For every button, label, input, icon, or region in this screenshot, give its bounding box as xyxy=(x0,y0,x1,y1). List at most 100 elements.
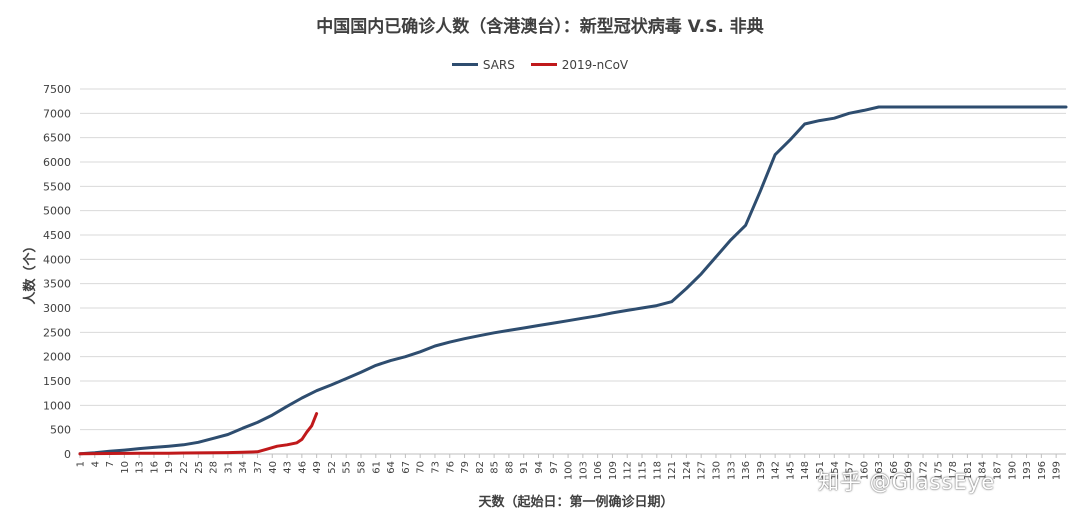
x-tick-label: 61 xyxy=(371,461,382,474)
legend-item-sars: SARS xyxy=(451,57,515,72)
y-tick-label: 1000 xyxy=(43,399,71,412)
x-tick-label: 82 xyxy=(475,461,486,474)
watermark: 知乎 @GlassEye xyxy=(818,470,996,494)
y-tick-label: 7000 xyxy=(43,107,71,120)
y-axis-ticks: 0 500 1000 1500 2000 2500 3000 3500 4000 4500 5000… xyxy=(43,83,71,461)
x-tick-label: 40 xyxy=(268,461,279,474)
y-tick-label: 2500 xyxy=(43,326,71,339)
x-tick-label: 49 xyxy=(312,461,323,474)
x-tick-label: 100 xyxy=(564,461,575,480)
x-tick-label: 124 xyxy=(682,461,693,480)
x-tick-label: 103 xyxy=(578,461,589,480)
x-tick-label: 157 xyxy=(845,461,856,480)
x-tick-label: 52 xyxy=(327,461,338,474)
x-tick-label: 94 xyxy=(534,461,545,474)
chart-legend: SARS 2019-nCoV xyxy=(0,55,1080,72)
y-tick-label: 2000 xyxy=(43,351,71,364)
y-tick-label: 0 xyxy=(64,448,71,461)
x-tick-label: 79 xyxy=(460,461,471,474)
legend-swatch-sars xyxy=(451,63,478,66)
x-tick-label: 22 xyxy=(179,461,190,474)
x-tick-label: 136 xyxy=(741,461,752,480)
x-tick-label: 58 xyxy=(357,461,368,474)
x-tick-label: 190 xyxy=(1007,461,1018,480)
legend-label-sars: SARS xyxy=(482,57,515,72)
x-tick-label: 115 xyxy=(638,461,649,480)
x-tick-label: 109 xyxy=(608,461,619,480)
x-tick-label: 70 xyxy=(416,461,427,474)
x-tick-label: 25 xyxy=(194,461,205,474)
x-tick-label: 34 xyxy=(238,461,249,474)
y-tick-label: 1500 xyxy=(43,375,71,388)
x-tick-label: 148 xyxy=(800,461,811,480)
x-tick-label: 55 xyxy=(342,461,353,474)
x-tick-label: 97 xyxy=(549,461,560,474)
x-tick-label: 46 xyxy=(297,461,308,474)
x-tick-label: 163 xyxy=(874,461,885,480)
x-tick-label: 4 xyxy=(90,461,101,467)
x-tick-label: 13 xyxy=(135,461,146,474)
x-tick-label: 172 xyxy=(919,461,930,480)
legend-label-ncov: 2019-nCoV xyxy=(561,57,629,72)
x-tick-label: 151 xyxy=(815,461,826,480)
x-axis-label: 天数（起始日：第一例确诊日期） xyxy=(478,494,673,510)
legend-item-ncov: 2019-nCoV xyxy=(530,57,629,72)
x-tick-label: 175 xyxy=(933,461,944,480)
x-tick-label: 178 xyxy=(948,461,959,480)
x-tick-label: 43 xyxy=(283,461,294,474)
x-tick-label: 133 xyxy=(726,461,737,480)
x-tick-label: 139 xyxy=(756,461,767,480)
y-tick-label: 7500 xyxy=(43,83,71,96)
y-tick-label: 4000 xyxy=(43,253,71,266)
y-tick-label: 4500 xyxy=(43,229,71,242)
y-tick-label: 6500 xyxy=(43,132,71,145)
series-layer xyxy=(78,105,1068,456)
x-tick-label: 76 xyxy=(445,461,456,474)
x-tick-label: 181 xyxy=(963,461,974,480)
x-tick-label: 199 xyxy=(1052,461,1063,480)
y-tick-label: 3500 xyxy=(43,278,71,291)
x-tick-label: 88 xyxy=(504,461,515,474)
x-tick-label: 10 xyxy=(120,461,131,474)
series-line-ncov xyxy=(78,412,319,456)
y-tick-label: 6000 xyxy=(43,156,71,169)
y-tick-label: 5000 xyxy=(43,205,71,218)
x-tick-label: 1 xyxy=(76,461,87,467)
x-tick-label: 121 xyxy=(667,461,678,480)
x-tick-label: 193 xyxy=(1022,461,1033,480)
x-tick-label: 187 xyxy=(992,461,1003,480)
x-tick-label: 196 xyxy=(1037,461,1048,480)
x-tick-label: 31 xyxy=(223,461,234,474)
x-tick-label: 67 xyxy=(401,461,412,474)
x-axis-ticks: 1 4 7 10 13 16 19 22 25 28 31 34 37 40 43 46 49 52 55 58 61 6… xyxy=(76,454,1063,480)
x-tick-label: 37 xyxy=(253,461,264,474)
x-tick-label: 16 xyxy=(149,461,160,474)
x-tick-label: 64 xyxy=(386,461,397,474)
x-tick-label: 73 xyxy=(430,461,441,474)
legend-swatch-ncov xyxy=(530,63,557,66)
x-tick-label: 106 xyxy=(593,461,604,480)
x-tick-label: 91 xyxy=(519,461,530,474)
y-axis-label: 人数（个） xyxy=(22,239,38,304)
x-tick-label: 184 xyxy=(978,461,989,480)
x-tick-label: 127 xyxy=(697,461,708,480)
y-tick-label: 5500 xyxy=(43,180,71,193)
x-tick-label: 19 xyxy=(164,461,175,474)
x-tick-label: 112 xyxy=(623,461,634,480)
x-tick-label: 7 xyxy=(105,461,116,467)
x-tick-label: 118 xyxy=(652,461,663,480)
x-tick-label: 160 xyxy=(859,461,870,480)
chart-title: 中国国内已确诊人数（含港澳台）：新型冠状病毒 V.S. 非典 xyxy=(316,17,764,37)
x-tick-label: 145 xyxy=(785,461,796,480)
x-tick-label: 154 xyxy=(830,461,841,480)
y-tick-label: 3000 xyxy=(43,302,71,315)
x-tick-label: 28 xyxy=(209,461,220,474)
x-tick-label: 142 xyxy=(771,461,782,480)
x-tick-label: 85 xyxy=(490,461,501,474)
x-tick-label: 169 xyxy=(904,461,915,480)
series-line-sars xyxy=(78,105,1068,456)
grid-layer xyxy=(80,88,1066,455)
x-tick-label: 166 xyxy=(889,461,900,480)
x-tick-label: 130 xyxy=(711,461,722,480)
